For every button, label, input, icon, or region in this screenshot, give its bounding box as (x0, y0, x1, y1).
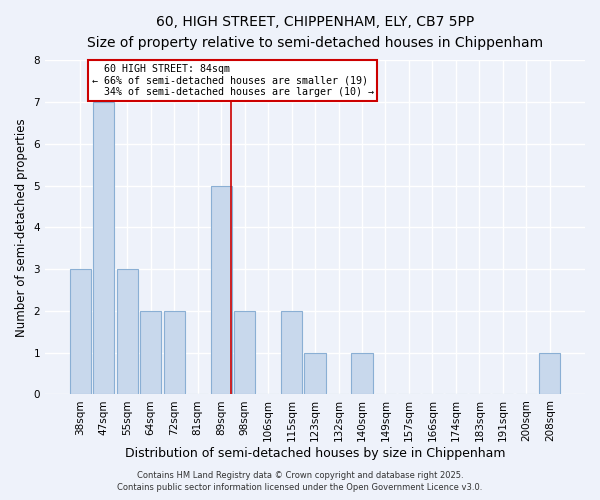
Text: 60 HIGH STREET: 84sqm
← 66% of semi-detached houses are smaller (19)
  34% of se: 60 HIGH STREET: 84sqm ← 66% of semi-deta… (92, 64, 374, 97)
Bar (281, 311, 302, 394)
X-axis label: Distribution of semi-detached houses by size in Chippenham: Distribution of semi-detached houses by … (125, 447, 505, 460)
Bar (352, 352, 373, 395)
Bar (70, 269, 91, 394)
Bar (116, 269, 137, 394)
Bar (234, 311, 255, 394)
Title: 60, HIGH STREET, CHIPPENHAM, ELY, CB7 5PP
Size of property relative to semi-deta: 60, HIGH STREET, CHIPPENHAM, ELY, CB7 5P… (87, 15, 543, 50)
Bar (304, 352, 326, 395)
Text: Contains HM Land Registry data © Crown copyright and database right 2025.
Contai: Contains HM Land Registry data © Crown c… (118, 471, 482, 492)
Bar (211, 186, 232, 394)
Bar (93, 102, 114, 395)
Bar (164, 311, 185, 394)
Y-axis label: Number of semi-detached properties: Number of semi-detached properties (15, 118, 28, 337)
Bar (140, 311, 161, 394)
Bar (539, 352, 560, 395)
